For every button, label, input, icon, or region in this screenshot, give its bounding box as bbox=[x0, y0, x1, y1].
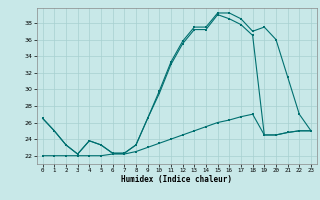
X-axis label: Humidex (Indice chaleur): Humidex (Indice chaleur) bbox=[121, 175, 232, 184]
